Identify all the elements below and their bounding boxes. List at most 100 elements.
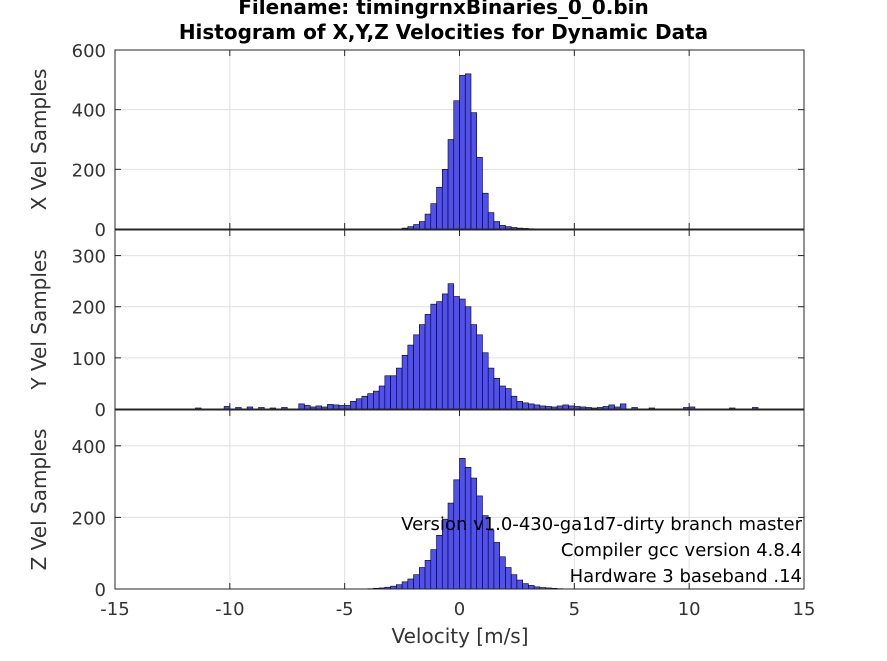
histogram-bar [441,293,449,410]
histogram-bar [304,405,311,410]
histogram-bar [361,395,368,410]
x-tick-label: -10 [215,599,244,620]
histogram-bar [493,221,500,230]
histogram-bar [510,395,518,410]
histogram-bar [298,403,305,410]
histogram-bar [476,157,483,230]
histogram-bar [447,139,455,230]
histogram-bar [470,324,478,410]
y-tick-label: 0 [95,220,106,241]
histogram-bar [436,534,443,590]
histogram-bar [430,203,437,230]
histogram-bar [344,405,351,410]
histogram-bar [419,324,426,410]
histogram-bar [493,378,500,410]
histogram-bar [608,404,615,410]
y-axis-label: Y Vel Samples [27,249,51,390]
y-tick-label: 100 [72,349,106,370]
histogram-bar [476,495,483,590]
version-annotation: Version v1.0-430-ga1d7-dirty branch mast… [401,514,802,535]
compiler-annotation: Compiler gcc version 4.8.4 [560,540,802,561]
y-tick-label: 600 [72,41,106,62]
y-tick-label: 0 [95,580,106,601]
histogram-bar [419,221,426,230]
histogram-bar [487,367,495,410]
histogram-bar [401,581,409,590]
histogram-bar [464,73,472,230]
histogram-bar [447,283,455,410]
histogram-bar [464,306,472,410]
y-tick-label: 200 [72,160,106,181]
histogram-bar [430,549,437,590]
histogram-bar [355,398,363,410]
histogram-bar [453,296,460,410]
x-tick-label: -15 [100,599,129,620]
histogram-bar [505,388,512,410]
histogram-bar [436,301,443,410]
histogram-bar [459,75,466,230]
histogram-bar [424,560,432,590]
histogram-bar [482,192,489,230]
histogram-bar [476,334,483,410]
histogram-bar [407,578,414,590]
x-tick-label: 15 [793,599,816,620]
histogram-bar [499,556,506,590]
histogram-bar [528,585,535,590]
histogram-bar [413,334,420,410]
x-tick-label: 5 [569,599,580,620]
histogram-bar [327,404,334,410]
histogram-bar [619,403,627,410]
x-axis-label: Velocity [m/s] [391,624,529,648]
histogram-bar [528,403,535,410]
y-axis-label: X Vel Samples [27,69,51,211]
histogram-bar [367,393,374,410]
histogram-bar [413,224,420,230]
histogram-bar [562,404,569,410]
histogram-bar [390,375,397,410]
histogram-bar [396,367,403,410]
histogram-bar [493,542,500,590]
y-tick-label: 300 [72,247,106,268]
histogram-bar [424,314,432,410]
histogram-bar [407,344,414,410]
y-tick-label: 200 [72,508,106,529]
histogram-bar [533,404,541,410]
histogram-bar [441,169,449,230]
histogram-bar [516,401,523,410]
histogram-bar [487,212,495,230]
y-tick-label: 0 [95,400,106,421]
histogram-bar [430,303,437,410]
x-tick-label: 0 [454,599,465,620]
hardware-annotation: Hardware 3 baseband .14 [569,566,802,587]
histogram-bar [373,390,380,410]
histogram-bar [510,574,518,590]
chart-title-line2: Histogram of X,Y,Z Velocities for Dynami… [178,20,709,44]
histogram-bar [499,385,506,410]
y-tick-label: 400 [72,437,106,458]
histogram-bar [505,567,512,590]
histogram-bar [522,583,529,590]
histogram-bar [401,354,409,410]
histogram-bar [424,213,432,230]
histogram-bar [350,401,357,410]
chart-title-line1: Filename: timingrnxBinaries_0_0.bin [238,0,649,19]
histogram-bar [384,375,391,410]
histogram-bar [482,352,489,410]
histogram-bar [487,529,495,590]
histogram-bar [470,112,478,230]
histogram-bar [522,402,529,410]
histogram-bar [436,186,443,230]
histogram-bar [516,579,523,590]
histogram-bar [453,100,460,230]
histogram-bar [338,405,345,410]
histogram-bar [459,298,466,410]
histogram-bar [413,574,420,590]
histogram-bar [396,584,403,590]
x-tick-label: 10 [678,599,701,620]
y-tick-label: 400 [72,101,106,122]
histogram-bar [378,385,386,410]
histogram-bar [332,404,340,410]
y-axis-label: Z Vel Samples [27,429,51,571]
histogram-bar [419,567,426,590]
